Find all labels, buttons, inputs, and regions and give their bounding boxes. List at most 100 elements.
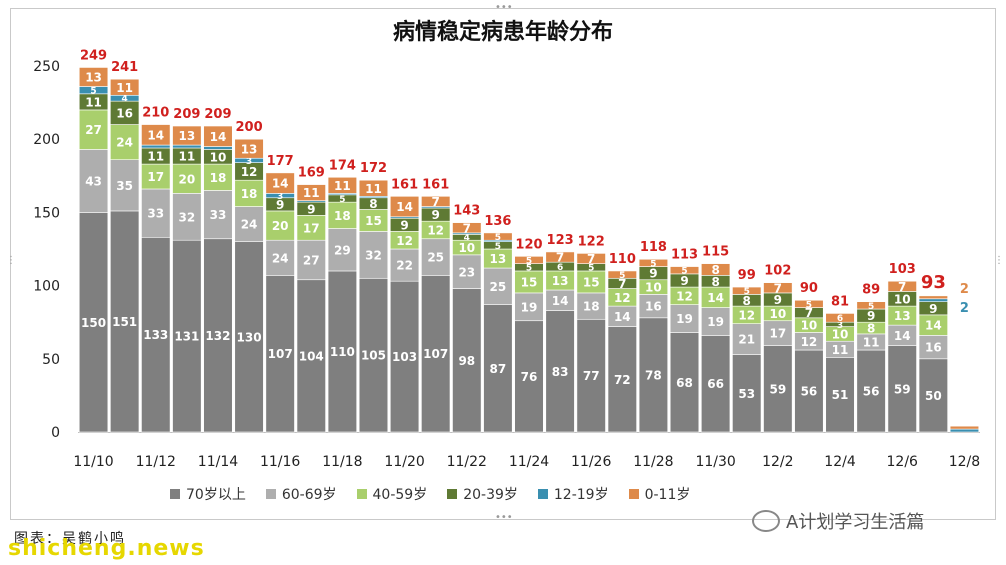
segment-label-21-3: 8 bbox=[743, 294, 751, 308]
segment-label-7-2: 17 bbox=[303, 221, 320, 235]
bar-segment-22-0 bbox=[763, 345, 793, 433]
bar-segment-1-1 bbox=[110, 159, 140, 212]
bar-segment-9-1 bbox=[358, 231, 389, 279]
segment-label-2-1: 33 bbox=[147, 207, 164, 221]
x-tick-label-22: 12/2 bbox=[762, 454, 793, 470]
segment-label-10-0: 103 bbox=[392, 350, 417, 364]
segment-label-11-2: 12 bbox=[427, 224, 444, 238]
bar-segment-14-0 bbox=[514, 320, 544, 433]
segment-label-8-1: 29 bbox=[334, 243, 351, 257]
segment-label-16-1: 18 bbox=[583, 300, 600, 314]
bar-segment-4-1 bbox=[203, 190, 233, 240]
total-label-14: 120 bbox=[515, 237, 542, 252]
total-label-24: 81 bbox=[831, 294, 849, 309]
bar-segment-27-4 bbox=[918, 298, 948, 303]
bar-segment-4-5 bbox=[203, 125, 233, 147]
segment-label-8-3: 5 bbox=[339, 195, 345, 205]
segment-label-5-5: 13 bbox=[241, 142, 258, 156]
bar-segment-7-0 bbox=[296, 279, 326, 433]
bar-segment-3-4 bbox=[172, 144, 202, 149]
segment-label-9-0: 105 bbox=[361, 349, 386, 363]
bar-segment-20-1 bbox=[701, 307, 731, 336]
segment-label-21-2: 12 bbox=[738, 308, 755, 322]
bar-segment-4-4 bbox=[203, 146, 233, 150]
bar-segment-20-0 bbox=[701, 335, 731, 433]
segment-label-19-0: 68 bbox=[676, 376, 693, 390]
segment-label-3-5: 13 bbox=[179, 129, 196, 143]
bar-segment-2-5 bbox=[141, 124, 171, 146]
y-tick-label: 250 bbox=[33, 59, 60, 75]
legend-label: 60-69岁 bbox=[281, 487, 337, 503]
segment-label-15-3: 6 bbox=[557, 263, 563, 273]
resize-handle-bottom[interactable]: ••• bbox=[495, 512, 513, 523]
chart-title: 病情稳定病患年龄分布 bbox=[392, 20, 613, 45]
segment-label-20-1: 19 bbox=[707, 315, 724, 329]
total-label-10: 161 bbox=[391, 177, 418, 192]
segment-label-26-1: 14 bbox=[894, 329, 911, 343]
total-label-26: 103 bbox=[889, 262, 916, 277]
segment-label-16-0: 77 bbox=[583, 369, 600, 383]
total-label-18: 118 bbox=[640, 240, 667, 255]
y-tick-label: 0 bbox=[51, 425, 60, 441]
bar-segment-5-5 bbox=[234, 138, 264, 159]
bar-segment-17-5 bbox=[607, 270, 637, 279]
segment-label-6-0: 107 bbox=[268, 347, 293, 361]
bar-segment-1-2 bbox=[110, 124, 140, 160]
total-label-6: 177 bbox=[267, 154, 294, 169]
segment-label-24-1: 11 bbox=[832, 343, 849, 357]
total-label-1: 241 bbox=[111, 60, 138, 75]
legend-swatch bbox=[265, 489, 276, 499]
resize-handle-top[interactable]: ••• bbox=[495, 2, 513, 13]
bar-segment-0-5 bbox=[78, 67, 109, 87]
bar-segment-23-0 bbox=[794, 349, 824, 433]
legend-item-2: 40-59岁 bbox=[356, 484, 427, 504]
bar-segment-12-5 bbox=[452, 222, 482, 234]
bar-segment-6-5 bbox=[265, 172, 295, 194]
resize-handle-left[interactable]: ⋮ bbox=[6, 255, 16, 266]
segment-label-9-5: 11 bbox=[365, 182, 382, 196]
segment-label-6-3: 9 bbox=[276, 198, 284, 212]
segment-label-10-1: 22 bbox=[396, 259, 413, 273]
bar-segment-21-5 bbox=[732, 286, 762, 295]
total-label-21: 99 bbox=[738, 268, 756, 283]
legend-item-1: 60-69岁 bbox=[265, 484, 337, 504]
x-tick-label-6: 11/16 bbox=[260, 454, 300, 470]
legend-swatch bbox=[356, 489, 367, 499]
segment-label-14-3: 5 bbox=[526, 264, 532, 274]
resize-handle-right[interactable]: ⋮ bbox=[994, 255, 1004, 266]
segment-label-16-3: 5 bbox=[588, 264, 594, 274]
x-tick-label-26: 12/6 bbox=[887, 454, 919, 470]
segment-label-18-5: 5 bbox=[650, 259, 656, 269]
bar-segment-23-5 bbox=[794, 299, 824, 308]
segment-label-10-3: 9 bbox=[400, 218, 408, 232]
bar-segment-4-0 bbox=[203, 238, 233, 433]
segment-label-10-2: 12 bbox=[396, 234, 413, 248]
segment-label-3-3: 11 bbox=[179, 150, 196, 164]
segment-label-5-2: 18 bbox=[241, 187, 258, 201]
bar-segment-6-2 bbox=[265, 210, 295, 241]
bar-segment-14-1 bbox=[514, 292, 544, 322]
segment-label-4-1: 33 bbox=[210, 208, 227, 222]
total-label-16: 122 bbox=[578, 234, 605, 249]
x-tick-label-4: 11/14 bbox=[198, 454, 238, 470]
bar-segment-2-1 bbox=[141, 188, 171, 238]
bar-segment-13-0 bbox=[483, 304, 513, 433]
total-label-23: 90 bbox=[800, 281, 818, 296]
bar-segment-2-0 bbox=[141, 236, 171, 433]
segment-label-5-3: 12 bbox=[241, 165, 258, 179]
legend-item-5: 0-11岁 bbox=[628, 484, 690, 504]
segment-label-21-5: 5 bbox=[744, 287, 750, 297]
segment-label-13-0: 87 bbox=[490, 362, 507, 376]
segment-label-9-1: 32 bbox=[365, 248, 382, 262]
bar-segment-1-5 bbox=[110, 78, 140, 96]
bar-segment-8-0 bbox=[327, 270, 357, 433]
segment-label-23-3: 7 bbox=[805, 306, 813, 320]
total-label-17: 110 bbox=[609, 252, 636, 267]
legend-swatch bbox=[447, 489, 458, 499]
bar-segment-2-2 bbox=[141, 163, 171, 190]
segment-label-11-1: 25 bbox=[427, 251, 444, 265]
bar-segment-25-0 bbox=[856, 349, 886, 433]
segment-label-25-5: 5 bbox=[868, 302, 874, 312]
segment-label-26-5: 7 bbox=[898, 280, 906, 294]
